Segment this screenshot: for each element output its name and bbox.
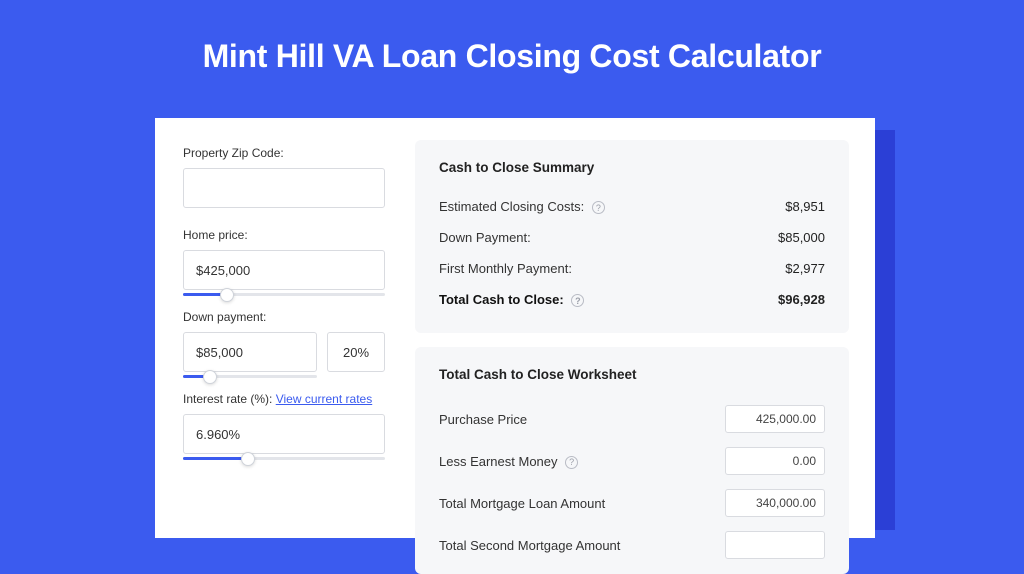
summary-row-value: $2,977	[785, 261, 825, 276]
home-price-slider-wrap	[183, 250, 385, 290]
zip-field-group: Property Zip Code:	[183, 146, 385, 208]
interest-rate-label: Interest rate (%):	[183, 392, 272, 406]
zip-label: Property Zip Code:	[183, 146, 385, 160]
down-payment-pct-input[interactable]	[327, 332, 385, 372]
view-rates-link[interactable]: View current rates	[276, 392, 373, 406]
interest-rate-slider-wrap	[183, 414, 385, 454]
inputs-column: Property Zip Code: Home price: Down paym…	[155, 118, 405, 538]
worksheet-row-label: Total Mortgage Loan Amount	[439, 496, 605, 511]
summary-row-label: First Monthly Payment:	[439, 261, 572, 276]
worksheet-value-input[interactable]	[725, 447, 825, 475]
zip-input[interactable]	[183, 168, 385, 208]
interest-rate-field-group: Interest rate (%): View current rates	[183, 392, 385, 454]
down-payment-row	[183, 332, 385, 372]
down-payment-label: Down payment:	[183, 310, 385, 324]
summary-row-value: $8,951	[785, 199, 825, 214]
summary-card: Cash to Close Summary Estimated Closing …	[415, 140, 849, 333]
help-icon[interactable]: ?	[565, 456, 578, 469]
summary-row: First Monthly Payment: $2,977	[439, 253, 825, 284]
worksheet-row-label: Purchase Price	[439, 412, 527, 427]
summary-row: Estimated Closing Costs: ? $8,951	[439, 191, 825, 222]
summary-total-value: $96,928	[778, 292, 825, 307]
interest-rate-slider-thumb[interactable]	[241, 452, 255, 466]
summary-row-label: Estimated Closing Costs:	[439, 199, 584, 214]
worksheet-value-input[interactable]	[725, 489, 825, 517]
summary-row-label: Down Payment:	[439, 230, 531, 245]
worksheet-value-input[interactable]	[725, 531, 825, 559]
down-payment-slider-thumb[interactable]	[203, 370, 217, 384]
down-payment-amount-wrap	[183, 332, 317, 372]
home-price-field-group: Home price:	[183, 228, 385, 290]
down-payment-field-group: Down payment:	[183, 310, 385, 372]
summary-row: Down Payment: $85,000	[439, 222, 825, 253]
interest-rate-slider-fill	[183, 457, 248, 460]
help-icon[interactable]: ?	[571, 294, 584, 307]
worksheet-row: Total Second Mortgage Amount	[439, 524, 825, 566]
down-payment-input[interactable]	[183, 332, 317, 372]
interest-rate-label-row: Interest rate (%): View current rates	[183, 392, 385, 406]
home-price-label: Home price:	[183, 228, 385, 242]
results-column: Cash to Close Summary Estimated Closing …	[405, 118, 875, 538]
worksheet-row: Total Mortgage Loan Amount	[439, 482, 825, 524]
summary-total-row: Total Cash to Close: ? $96,928	[439, 284, 825, 315]
worksheet-row: Less Earnest Money ?	[439, 440, 825, 482]
help-icon[interactable]: ?	[592, 201, 605, 214]
worksheet-title: Total Cash to Close Worksheet	[439, 367, 825, 382]
summary-title: Cash to Close Summary	[439, 160, 825, 175]
page-title: Mint Hill VA Loan Closing Cost Calculato…	[0, 0, 1024, 101]
worksheet-row-label: Total Second Mortgage Amount	[439, 538, 620, 553]
worksheet-row: Purchase Price	[439, 398, 825, 440]
home-price-input[interactable]	[183, 250, 385, 290]
summary-row-value: $85,000	[778, 230, 825, 245]
home-price-slider-thumb[interactable]	[220, 288, 234, 302]
worksheet-row-label: Less Earnest Money	[439, 454, 558, 469]
worksheet-value-input[interactable]	[725, 405, 825, 433]
worksheet-card: Total Cash to Close Worksheet Purchase P…	[415, 347, 849, 574]
calculator-panel: Property Zip Code: Home price: Down paym…	[155, 118, 875, 538]
interest-rate-input[interactable]	[183, 414, 385, 454]
summary-total-label: Total Cash to Close:	[439, 292, 564, 307]
